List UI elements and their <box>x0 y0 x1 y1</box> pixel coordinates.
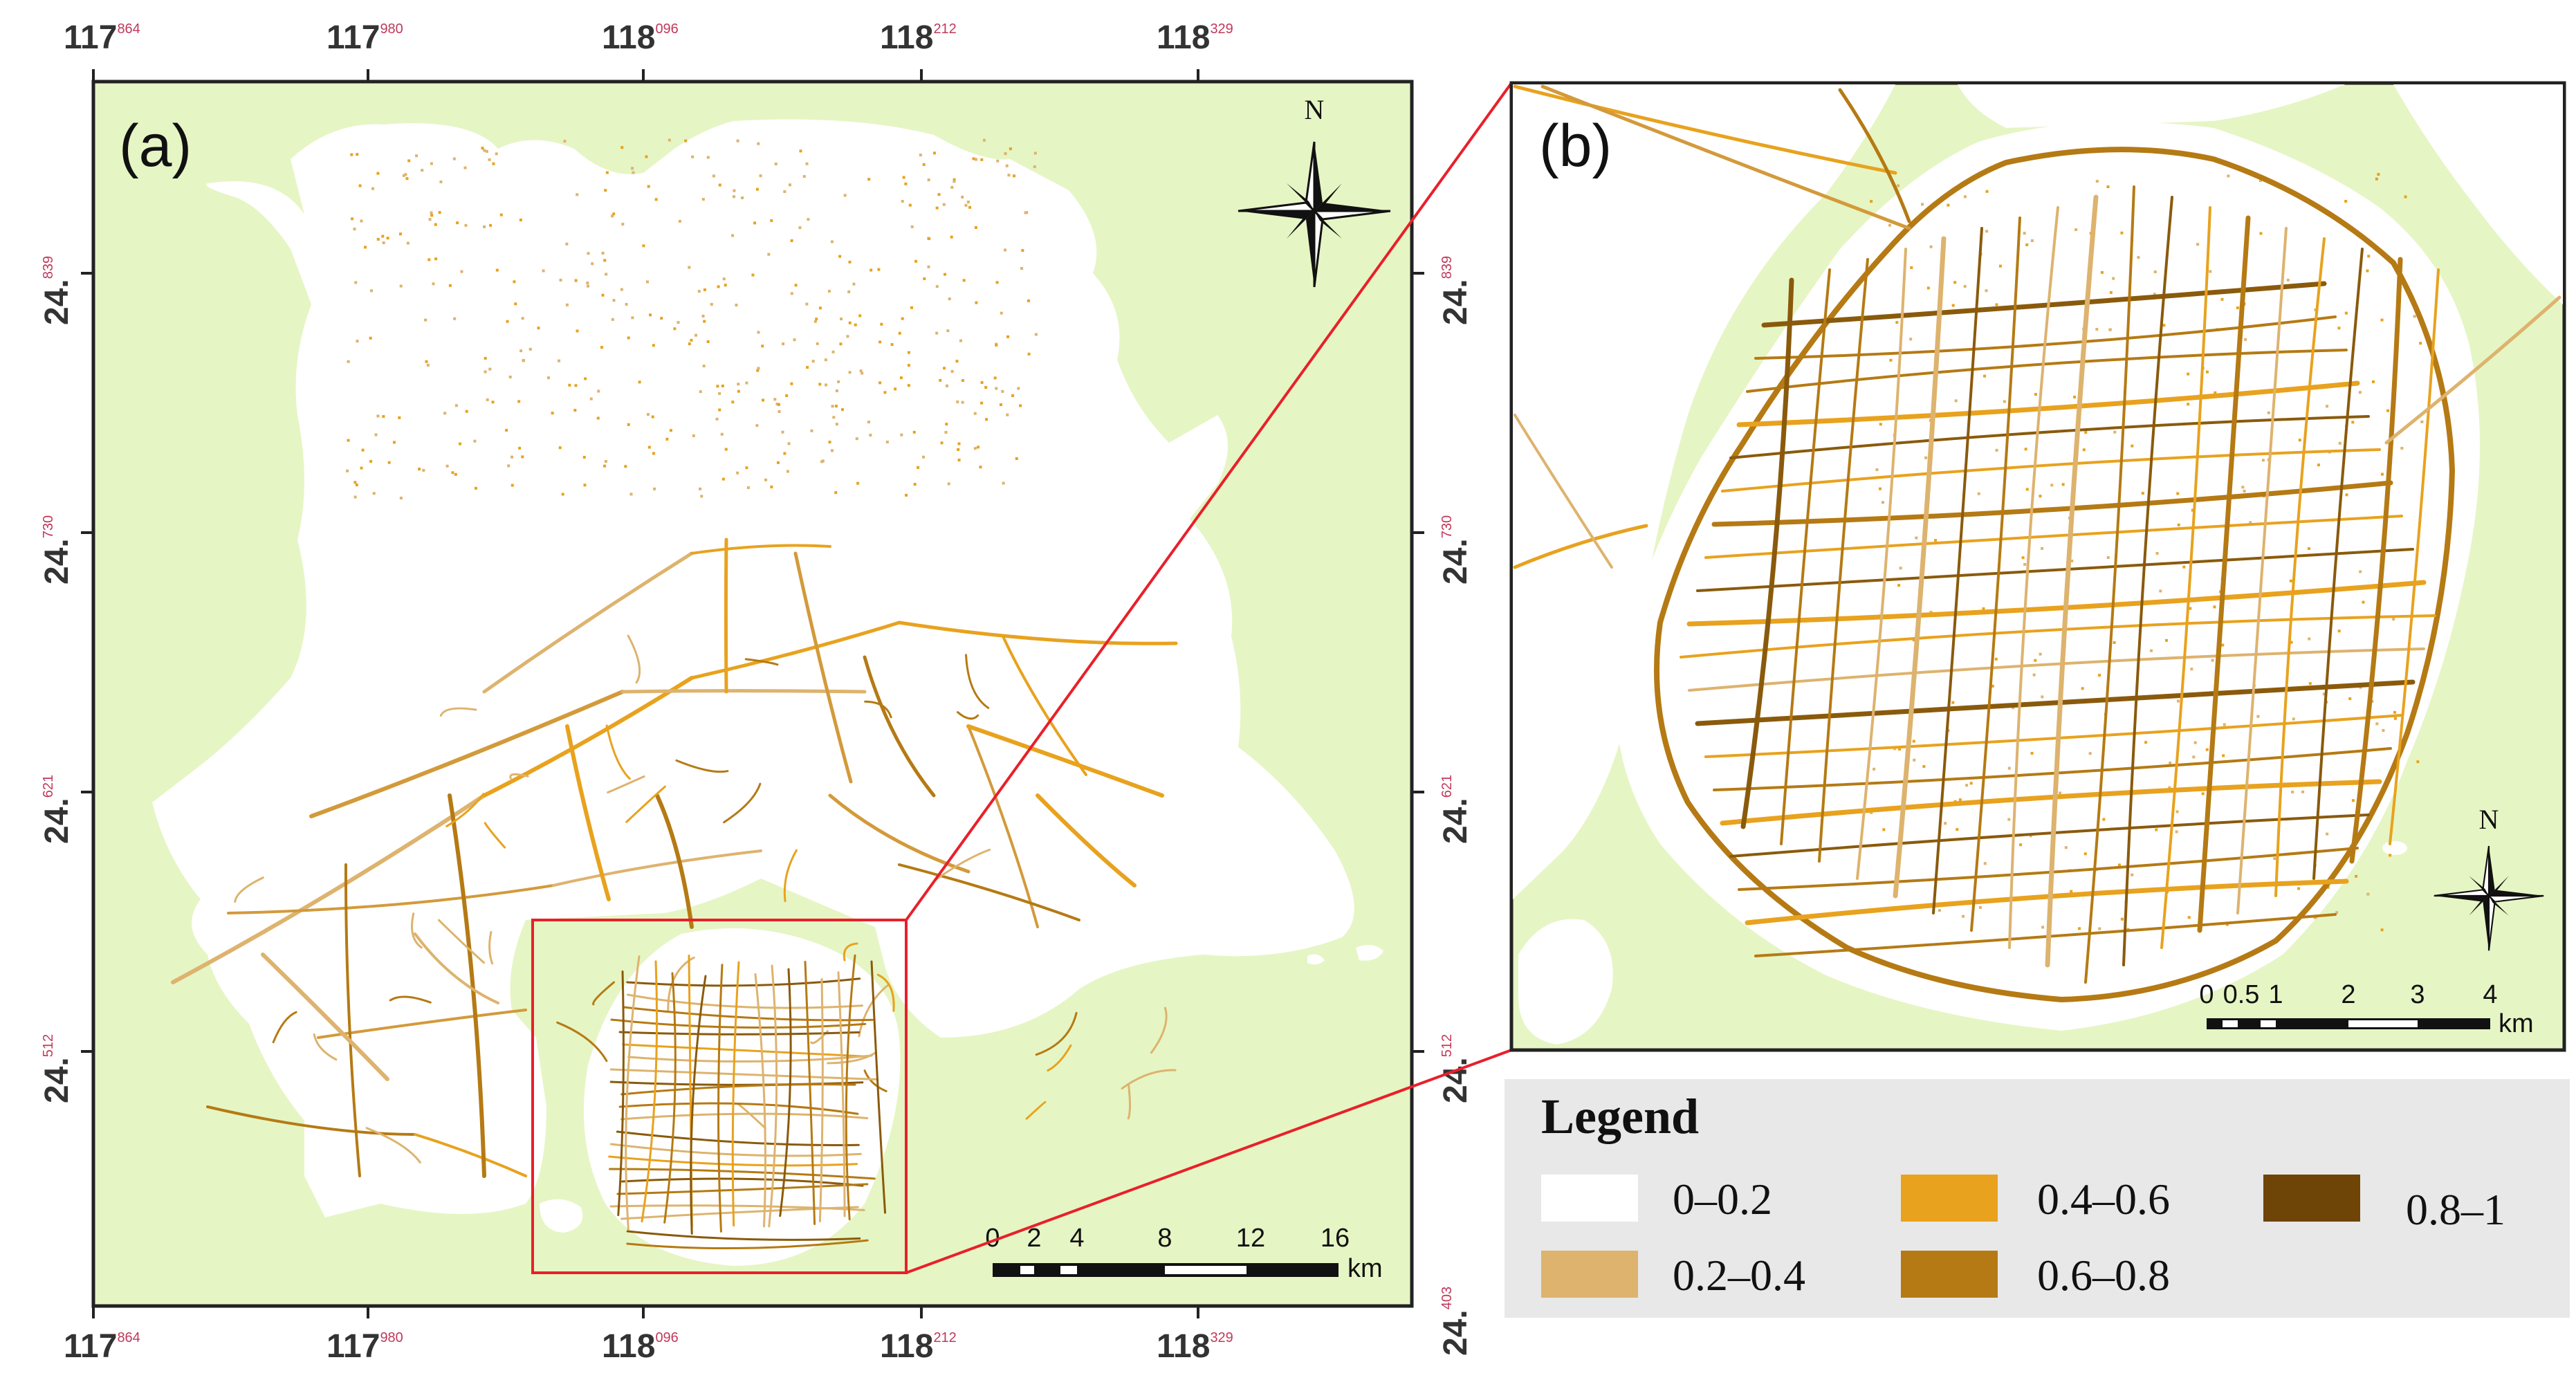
x-label-bottom-3: 118096 <box>602 1328 679 1365</box>
road-network-b <box>1513 84 2561 1003</box>
scale-b-tick-4: 3 <box>2410 980 2425 1009</box>
scale-b-tick-5: 4 <box>2483 980 2497 1009</box>
islet-b-1 <box>1518 919 1613 1045</box>
north-arrow-icon <box>2434 845 2544 951</box>
legend-title: Legend <box>1541 1089 1699 1144</box>
north-label-b: N <box>2479 804 2499 835</box>
zoom-box <box>531 919 908 1274</box>
zoom-connectors <box>905 82 1513 1274</box>
y-label-right-1: 24.839 <box>1437 256 1474 325</box>
y-label-left-4: 24.512 <box>39 1034 75 1103</box>
scale-a-tick-3: 8 <box>1157 1224 1172 1253</box>
scale-a-tick-1: 2 <box>1027 1224 1041 1253</box>
east-strip-b <box>2393 84 2563 304</box>
island-b <box>1616 122 2480 1031</box>
y-label-left-1: 24.839 <box>39 256 75 325</box>
scale-a-tick-5: 16 <box>1321 1224 1350 1253</box>
scale-a-tick-4: 12 <box>1236 1224 1265 1253</box>
legend-label-5: 0.8–1 <box>2406 1185 2505 1234</box>
study-area-main <box>152 119 1354 1217</box>
legend-swatch-2 <box>1541 1251 1638 1298</box>
panel-a-label: (a) <box>119 113 192 179</box>
legend-label-4: 0.6–0.8 <box>2037 1251 2170 1300</box>
islet-1 <box>540 1199 583 1233</box>
scale-b-tick-2: 1 <box>2268 980 2283 1009</box>
y-label-right-3: 24.621 <box>1437 775 1474 844</box>
legend-swatch-5 <box>2263 1175 2360 1222</box>
legend-swatch-4 <box>1901 1251 1998 1298</box>
y-coordinate-labels-right: 24.839 24.730 24.621 24.512 24.403 <box>1437 256 1474 1356</box>
y-coordinate-labels-left: 24.839 24.730 24.621 24.512 <box>39 256 75 1103</box>
x-label-top-4: 118212 <box>880 19 957 56</box>
road-network-a <box>171 138 1178 1250</box>
legend-label-1: 0–0.2 <box>1673 1175 1772 1224</box>
legend: Legend 0–0.2 0.2–0.4 0.4–0.6 0.6–0.8 0.8… <box>1505 1079 2570 1318</box>
x-label-bottom-1: 117864 <box>64 1328 140 1365</box>
scale-b-tick-1: 0.5 <box>2223 980 2260 1009</box>
north-arrow-icon <box>1238 141 1391 288</box>
legend-label-2: 0.2–0.4 <box>1673 1251 1805 1300</box>
x-label-top-1: 117864 <box>64 19 140 56</box>
y-label-left-3: 24.621 <box>39 775 75 844</box>
scale-bar-a: 0 2 4 8 12 16 km <box>985 1224 1382 1283</box>
north-label-a: N <box>1305 94 1325 125</box>
x-label-bottom-5: 118329 <box>1157 1328 1233 1365</box>
scale-b-tick-3: 2 <box>2341 980 2355 1009</box>
panel-b: N 0 0.5 1 2 3 4 km (b) <box>1509 81 2566 1052</box>
x-label-bottom-2: 117980 <box>326 1328 403 1365</box>
scale-bar-b: 0 0.5 1 2 3 4 km <box>2199 980 2533 1038</box>
legend-background <box>1505 1079 2570 1318</box>
tick-marks <box>81 69 1424 1318</box>
y-label-right-2: 24.730 <box>1437 515 1474 585</box>
panel-a: N 0 2 4 8 12 16 km (a) <box>91 80 1414 1308</box>
x-label-bottom-4: 118212 <box>880 1328 957 1365</box>
y-label-right-5: 24.403 <box>1437 1287 1474 1356</box>
legend-swatch-1 <box>1541 1175 1638 1222</box>
islet-2 <box>1356 945 1383 961</box>
x-label-top-2: 117980 <box>326 19 403 56</box>
scale-b-tick-0: 0 <box>2199 980 2214 1009</box>
islet-b-3 <box>2382 841 2407 855</box>
scale-a-unit: km <box>1347 1254 1383 1283</box>
mainland-b <box>1513 84 1895 899</box>
x-coordinate-labels: 117864 117980 118096 118212 118329 11786… <box>64 19 1233 1365</box>
panel-b-label: (b) <box>1539 113 1612 179</box>
scale-b-unit: km <box>2499 1009 2534 1038</box>
x-label-top-5: 118329 <box>1157 19 1233 56</box>
y-label-left-2: 24.730 <box>39 515 75 585</box>
legend-label-3: 0.4–0.6 <box>2037 1175 2170 1224</box>
x-label-top-3: 118096 <box>602 19 679 56</box>
scale-a-tick-2: 4 <box>1069 1224 1084 1253</box>
islet-3 <box>1307 954 1325 965</box>
legend-swatch-3 <box>1901 1175 1998 1222</box>
north-strip-b <box>1958 84 2345 128</box>
scale-a-tick-0: 0 <box>985 1224 1000 1253</box>
